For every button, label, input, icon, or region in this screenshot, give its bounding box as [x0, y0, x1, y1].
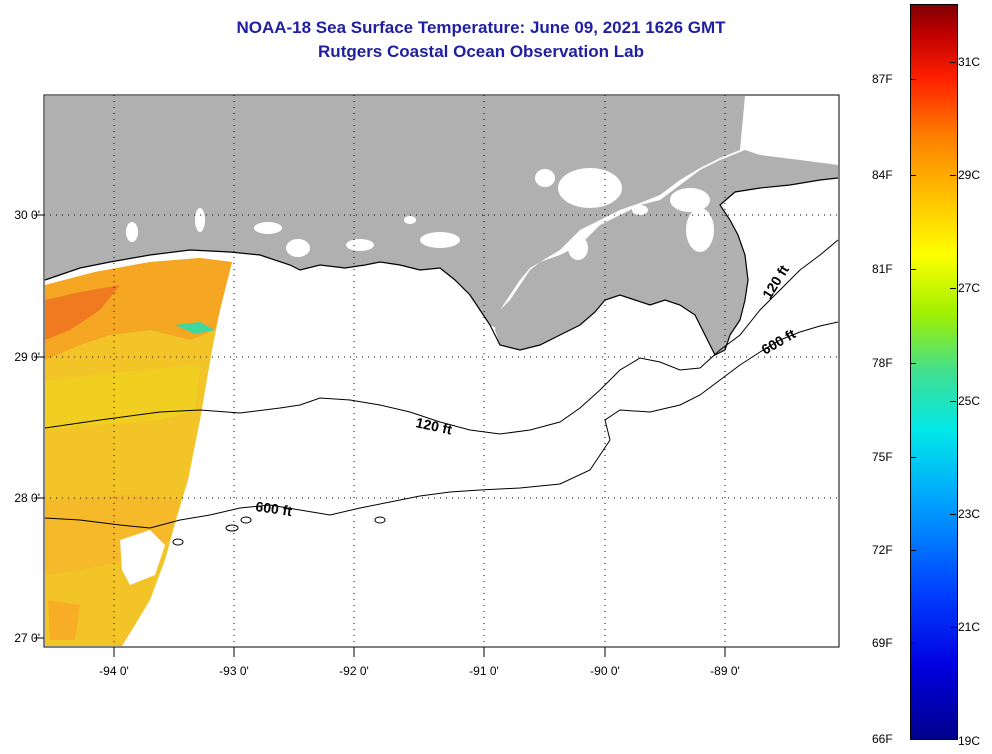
lat-label-28: 28 0' [14, 491, 40, 505]
contour-label-120-shelf: 120 ft [414, 414, 453, 437]
lon-label-89: -89 0' [710, 664, 740, 678]
inland-water [126, 168, 714, 260]
temperature-colorbar [910, 4, 958, 740]
land [45, 96, 838, 355]
colorbar-f-75: 75F [872, 450, 893, 464]
colorbar-c-23: 23C [958, 507, 981, 521]
lon-label-91: -91 0' [469, 664, 499, 678]
lon-label-92: -92 0' [339, 664, 369, 678]
contour-label-600-shelf: 600 ft [255, 498, 294, 519]
colorbar-c-27: 27C [958, 281, 981, 295]
colorbar-c-21: 21C [958, 620, 981, 634]
colorbar-c-31: 31C [958, 55, 981, 69]
colorbar-c-25: 25C [958, 394, 981, 408]
colorbar-f-78: 78F [872, 356, 893, 370]
lat-label-29: 29 0' [14, 350, 40, 364]
colorbar-f-81: 81F [872, 262, 893, 276]
lon-label-93: -93 0' [219, 664, 249, 678]
lat-label-30: 30 0' [14, 208, 40, 222]
colorbar-c-29: 29C [958, 168, 981, 182]
map-title: NOAA-18 Sea Surface Temperature: June 09… [236, 18, 726, 37]
contour-islands [172, 516, 386, 546]
coastline [44, 177, 839, 356]
colorbar-f-84: 84F [872, 168, 893, 182]
graticule [44, 95, 839, 647]
colorbar-f-66: 66F [872, 732, 893, 746]
colorbar-c-19: 19C [958, 734, 981, 748]
colorbar-f-87: 87F [872, 72, 893, 86]
lon-label-94: -94 0' [99, 664, 129, 678]
contour-600ft [44, 321, 839, 529]
sst-swath [45, 258, 232, 646]
axis-ticks [34, 214, 726, 657]
lat-label-27: 27 0' [14, 631, 40, 645]
colorbar-f-69: 69F [872, 636, 893, 650]
colorbar-f-72: 72F [872, 543, 893, 557]
lon-label-90: -90 0' [590, 664, 620, 678]
contour-120ft [44, 239, 839, 435]
map-subtitle: Rutgers Coastal Ocean Observation Lab [318, 42, 644, 61]
